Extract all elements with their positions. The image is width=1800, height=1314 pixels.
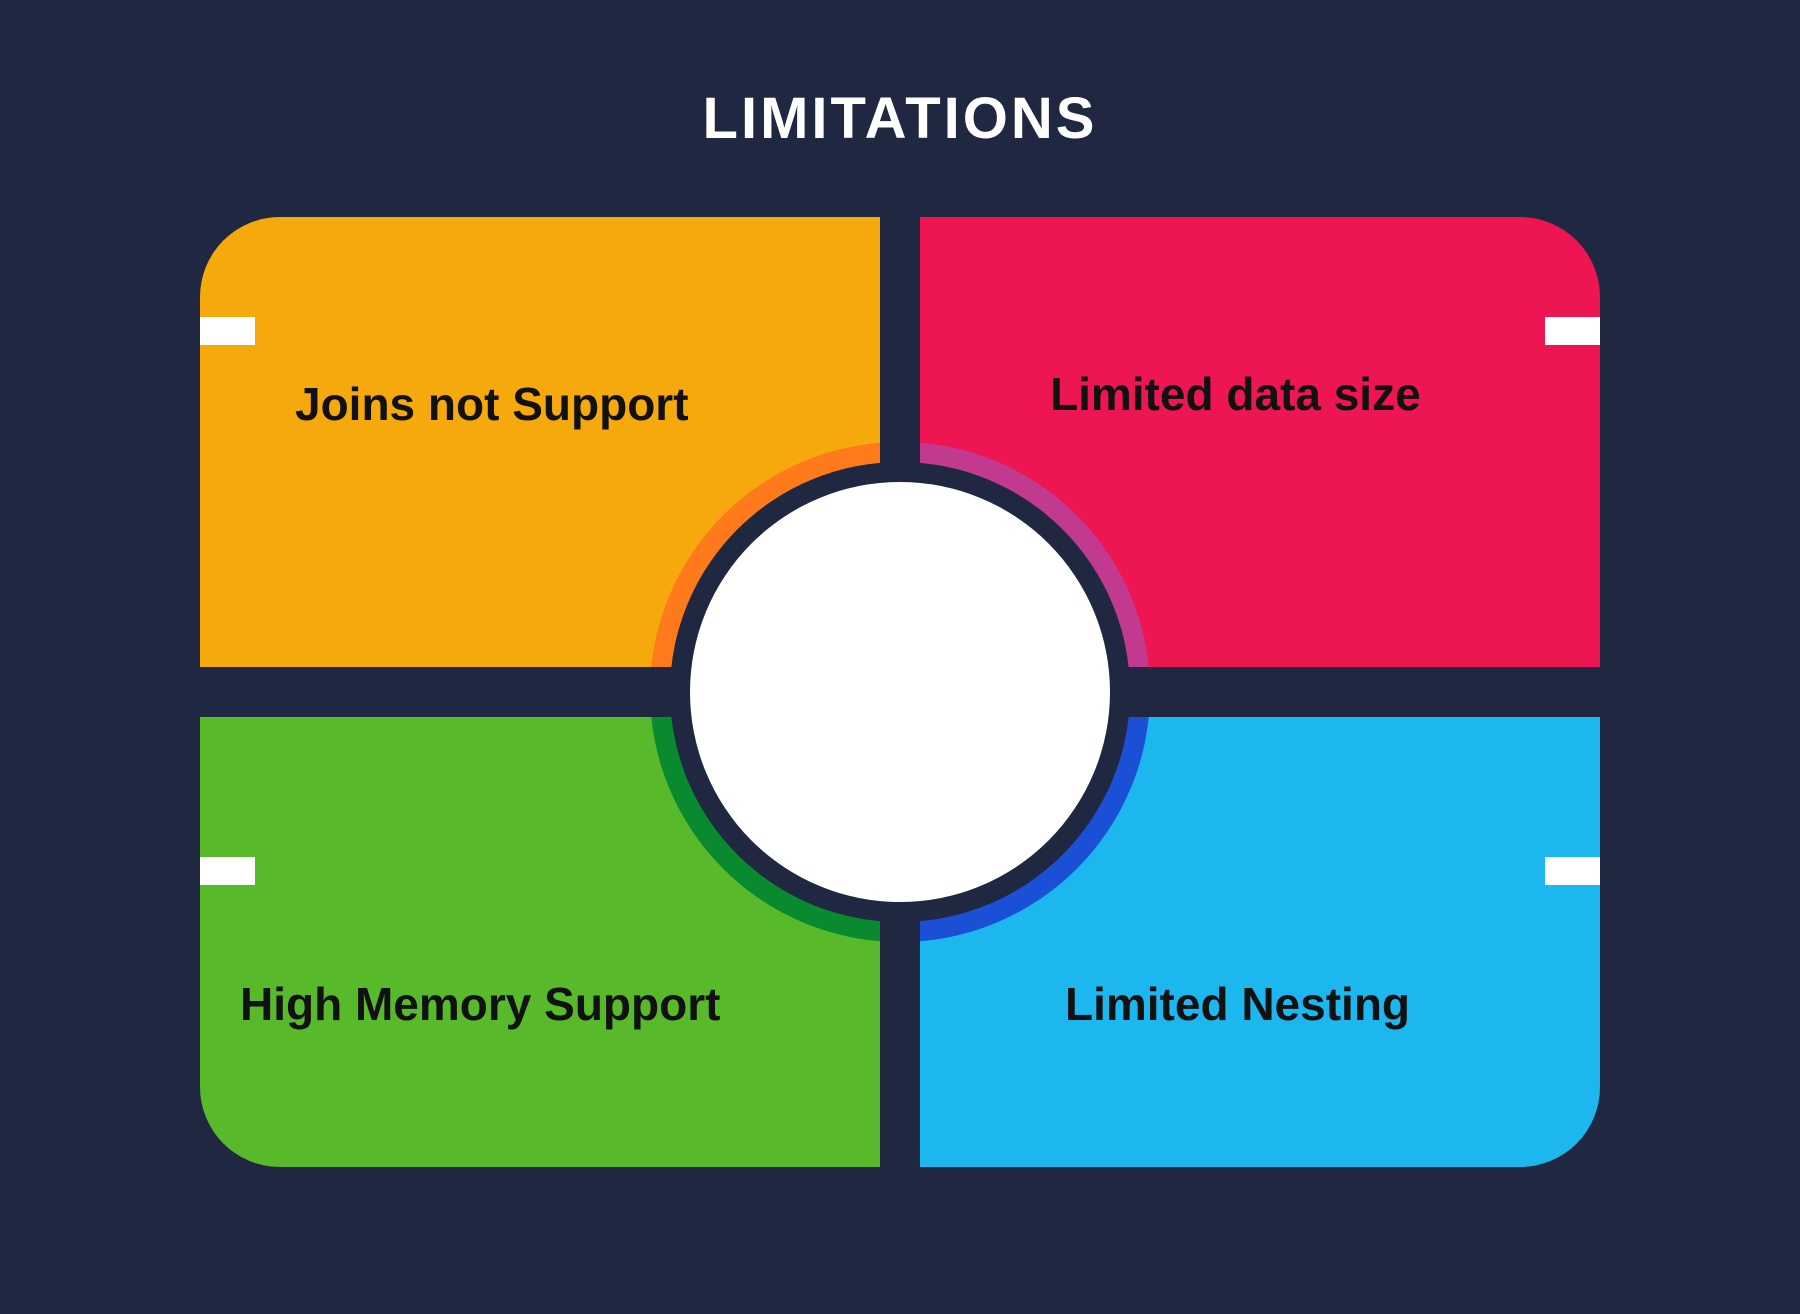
quadrant-grid: Joins not Support Limited data size [200,217,1600,1167]
quadrant-label: Limited data size [1050,367,1421,421]
quadrant-tab [1545,857,1600,885]
quadrant-label: Limited Nesting [1065,977,1410,1031]
quadrant-tab [200,857,255,885]
center-circle [690,482,1110,902]
page-title: LIMITATIONS [703,85,1098,152]
quadrant-tab [1545,317,1600,345]
quadrant-label: Joins not Support [295,377,689,431]
quadrant-label: High Memory Support [240,977,720,1031]
quadrant-tab [200,317,255,345]
